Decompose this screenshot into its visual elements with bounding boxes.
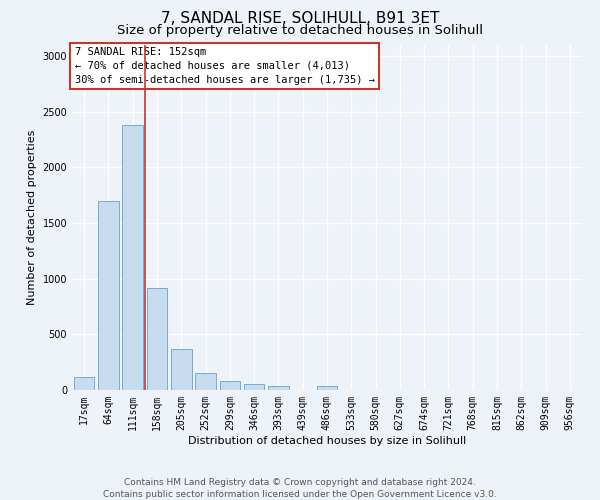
Bar <box>195 373 216 390</box>
Text: 7, SANDAL RISE, SOLIHULL, B91 3ET: 7, SANDAL RISE, SOLIHULL, B91 3ET <box>161 11 439 26</box>
Y-axis label: Number of detached properties: Number of detached properties <box>27 130 37 305</box>
Bar <box>268 386 289 390</box>
Bar <box>98 201 119 390</box>
Text: Contains HM Land Registry data © Crown copyright and database right 2024.
Contai: Contains HM Land Registry data © Crown c… <box>103 478 497 499</box>
X-axis label: Distribution of detached houses by size in Solihull: Distribution of detached houses by size … <box>188 436 466 446</box>
Bar <box>146 288 167 390</box>
Text: 7 SANDAL RISE: 152sqm
← 70% of detached houses are smaller (4,013)
30% of semi-d: 7 SANDAL RISE: 152sqm ← 70% of detached … <box>74 46 374 84</box>
Bar <box>220 381 240 390</box>
Bar <box>122 125 143 390</box>
Text: Size of property relative to detached houses in Solihull: Size of property relative to detached ho… <box>117 24 483 37</box>
Bar <box>317 386 337 390</box>
Bar <box>244 384 265 390</box>
Bar <box>74 377 94 390</box>
Bar <box>171 350 191 390</box>
